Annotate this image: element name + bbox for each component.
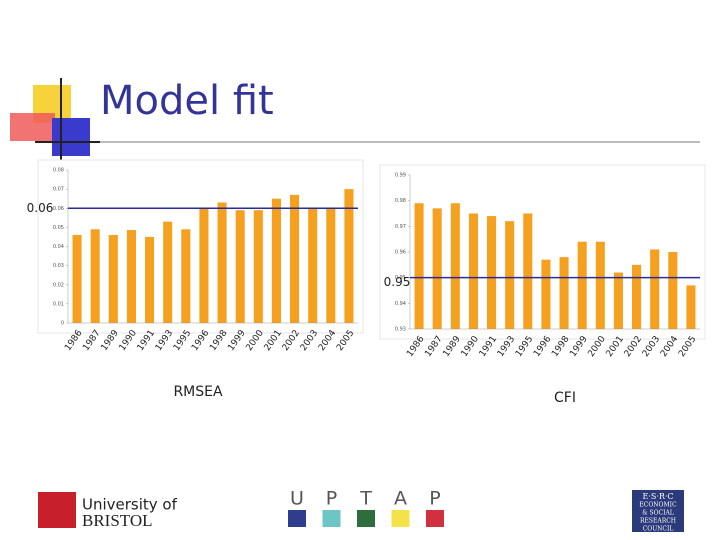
y-tick-label: 0.04 bbox=[53, 244, 64, 250]
esrc-text: E·S·R·C bbox=[642, 492, 673, 501]
esrc-box bbox=[632, 490, 684, 532]
uptap-square bbox=[357, 510, 375, 527]
uptap-letter: P bbox=[429, 488, 440, 510]
bar bbox=[686, 285, 696, 329]
slide-title: Model fit bbox=[100, 78, 274, 124]
x-axis-label: RMSEA bbox=[173, 384, 223, 400]
bristol-text: BRISTOL bbox=[82, 511, 153, 530]
logo-decoration bbox=[10, 78, 700, 160]
bar bbox=[90, 229, 100, 323]
y-tick-label: 0.06 bbox=[53, 206, 64, 212]
y-tick-label: 0.95 bbox=[395, 275, 406, 281]
bar bbox=[290, 194, 300, 323]
bar bbox=[217, 202, 227, 323]
bristol-crest bbox=[38, 492, 76, 528]
bar bbox=[432, 208, 442, 329]
bar bbox=[450, 203, 460, 329]
y-tick-label: 0.05 bbox=[53, 225, 64, 231]
bar bbox=[235, 210, 245, 323]
bar bbox=[126, 230, 136, 323]
y-tick-label: 0.03 bbox=[53, 263, 64, 269]
esrc-text: ECONOMIC bbox=[639, 502, 677, 509]
bar bbox=[72, 235, 82, 323]
esrc-text: RESEARCH bbox=[640, 518, 676, 525]
bar bbox=[181, 229, 191, 323]
charts: 00.010.020.030.040.050.060.070.081986198… bbox=[27, 159, 706, 406]
bar bbox=[613, 272, 623, 329]
y-tick-label: 0.96 bbox=[395, 250, 406, 256]
uptap-letter: P bbox=[326, 488, 337, 510]
esrc-text: COUNCIL bbox=[643, 526, 674, 533]
bar bbox=[668, 252, 678, 329]
bar bbox=[577, 241, 587, 329]
y-tick-label: 0.93 bbox=[395, 327, 406, 333]
y-tick-label: 0.01 bbox=[53, 301, 64, 307]
uptap-square bbox=[322, 510, 341, 527]
bar bbox=[595, 241, 605, 329]
bar bbox=[145, 236, 155, 323]
reference-label: 0.95 bbox=[384, 275, 411, 289]
uptap-square bbox=[288, 510, 306, 527]
bar bbox=[468, 213, 478, 329]
y-tick-label: 0 bbox=[61, 321, 64, 327]
uptap-letter: T bbox=[359, 488, 372, 510]
bar bbox=[505, 221, 515, 329]
uptap-letter: A bbox=[394, 488, 407, 510]
bar bbox=[308, 208, 318, 323]
uptap-square bbox=[391, 510, 410, 527]
y-tick-label: 0.07 bbox=[53, 187, 64, 193]
uptap-letter: U bbox=[290, 488, 304, 510]
bar bbox=[199, 208, 209, 323]
bar bbox=[163, 221, 173, 323]
bar bbox=[253, 210, 263, 323]
bar bbox=[487, 216, 497, 329]
bar bbox=[541, 259, 551, 329]
bar bbox=[326, 208, 336, 323]
bar bbox=[559, 257, 569, 329]
bar bbox=[523, 213, 533, 329]
bar bbox=[632, 264, 642, 329]
y-tick-label: 0.94 bbox=[395, 301, 406, 307]
bar bbox=[271, 198, 281, 323]
y-tick-label: 0.97 bbox=[395, 224, 406, 230]
bar bbox=[344, 189, 354, 323]
esrc-text: & SOCIAL bbox=[642, 510, 674, 517]
bar bbox=[650, 249, 660, 329]
bristol-text: University of bbox=[82, 496, 178, 514]
x-axis-label: CFI bbox=[554, 390, 576, 406]
y-tick-label: 0.08 bbox=[53, 168, 64, 174]
reference-label: 0.06 bbox=[27, 201, 54, 215]
y-tick-label: 0.99 bbox=[395, 173, 406, 179]
y-tick-label: 0.98 bbox=[395, 198, 406, 204]
bar bbox=[414, 203, 424, 329]
y-tick-label: 0.02 bbox=[53, 282, 64, 288]
uptap-square bbox=[426, 510, 444, 527]
bar bbox=[108, 235, 118, 323]
